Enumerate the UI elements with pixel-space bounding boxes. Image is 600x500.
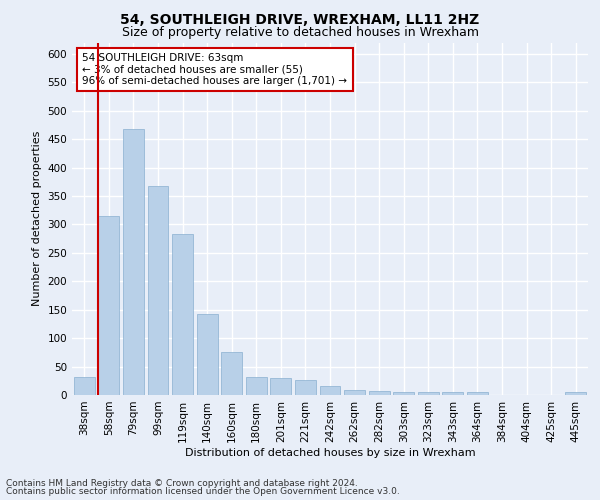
Bar xyxy=(172,234,193,395)
Bar xyxy=(221,352,242,395)
Text: 54 SOUTHLEIGH DRIVE: 63sqm
← 3% of detached houses are smaller (55)
96% of semi-: 54 SOUTHLEIGH DRIVE: 63sqm ← 3% of detac… xyxy=(82,53,347,86)
Bar xyxy=(98,216,119,395)
Bar xyxy=(368,391,389,395)
Bar xyxy=(418,392,439,395)
Bar xyxy=(393,392,414,395)
Bar xyxy=(467,392,488,395)
Bar xyxy=(197,314,218,395)
Bar xyxy=(344,390,365,395)
Bar xyxy=(442,392,463,395)
Bar xyxy=(295,380,316,395)
Text: 54, SOUTHLEIGH DRIVE, WREXHAM, LL11 2HZ: 54, SOUTHLEIGH DRIVE, WREXHAM, LL11 2HZ xyxy=(121,12,479,26)
Bar xyxy=(74,377,95,395)
Bar xyxy=(565,392,586,395)
Text: Size of property relative to detached houses in Wrexham: Size of property relative to detached ho… xyxy=(121,26,479,39)
Text: Contains public sector information licensed under the Open Government Licence v3: Contains public sector information licen… xyxy=(6,487,400,496)
Bar xyxy=(148,186,169,395)
Bar xyxy=(271,378,292,395)
Bar xyxy=(246,377,267,395)
Text: Contains HM Land Registry data © Crown copyright and database right 2024.: Contains HM Land Registry data © Crown c… xyxy=(6,478,358,488)
Bar xyxy=(320,386,340,395)
X-axis label: Distribution of detached houses by size in Wrexham: Distribution of detached houses by size … xyxy=(185,448,475,458)
Y-axis label: Number of detached properties: Number of detached properties xyxy=(32,131,42,306)
Bar xyxy=(123,130,144,395)
